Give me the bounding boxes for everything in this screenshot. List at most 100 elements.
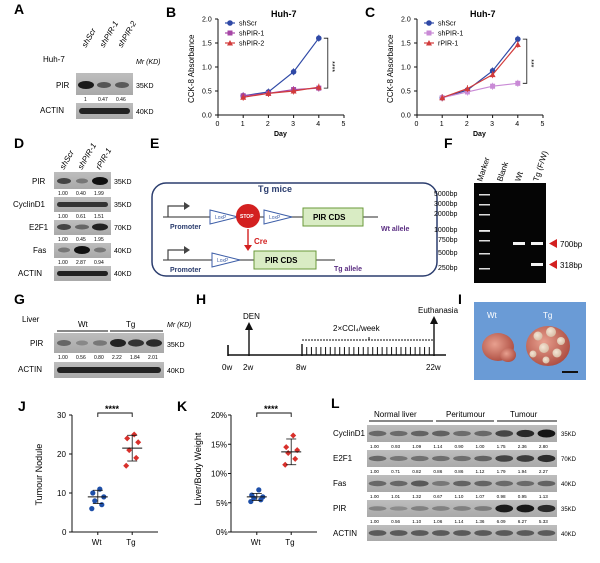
x-tick-label: 3 (291, 121, 295, 128)
band (368, 506, 387, 511)
ladder-band (479, 268, 490, 270)
band (115, 82, 129, 88)
panel-d-kd-actin: 40KD (114, 271, 132, 278)
band (410, 455, 429, 462)
chart-title: Huh-7 (470, 9, 496, 19)
band (93, 340, 107, 346)
blot-quant: 1.75 (497, 444, 506, 449)
panel-e-loxp-3: LoxP (217, 258, 229, 264)
panel-d-letter: D (14, 135, 24, 151)
panel-a-quant-2: 0.47 (98, 97, 108, 103)
band (389, 530, 408, 536)
tumour-nodule (542, 356, 550, 364)
band-label-318: 318bp (560, 261, 583, 270)
band (128, 339, 144, 347)
band (389, 455, 408, 462)
construct-box (151, 182, 438, 277)
panel-g-row-pir: PIR (30, 339, 44, 348)
panel-h: H DEN 2×CCl₄/week Euthanasia 0w 2w 8w 22… (196, 291, 459, 372)
blot-quant: 6.27 (518, 519, 527, 524)
panel-e-cds-1: PIR CDS (313, 213, 346, 222)
panel-f: F Marker Blank Wt Tg (F/W) 5000bp 3000bp… (434, 135, 583, 283)
panel-h-tick-0w: 0w (222, 363, 232, 372)
band (537, 530, 556, 536)
blot-g-pir (54, 333, 164, 353)
panel-h-letter: H (196, 291, 206, 307)
ladder-band (479, 253, 490, 255)
blot-quant: 2.36 (518, 444, 527, 449)
ladder-label: 750bp (438, 237, 458, 244)
blot-quant: 1.06 (433, 519, 442, 524)
blot-quant: 1.00 (476, 444, 485, 449)
panel-d-quant: 0.61 (76, 214, 86, 220)
panel-g-quant: 1.00 (58, 355, 68, 361)
band (432, 481, 450, 486)
panel-d-quant: 1.00 (58, 214, 68, 220)
chart-b: B Huh-7 0 1 2 3 4 5 0.0 0.5 1.0 1.5 2.0 Day CCK-8 Abso… (166, 4, 346, 138)
x-tick-label: Tg (126, 538, 135, 547)
panel-h-tick-2w: 2w (243, 363, 253, 372)
panel-e-loxp-1: LoxP (215, 215, 227, 221)
legend-label: rPIR-1 (438, 41, 458, 48)
panel-h-tick-22w: 22w (426, 363, 441, 372)
blot-quant: 6.09 (497, 519, 506, 524)
data-point (282, 461, 289, 468)
legend-label: shScr (438, 21, 457, 28)
blot-quant: 0.56 (391, 519, 400, 524)
y-tick-label: 10% (211, 470, 227, 479)
blot-quant: 0.86 (433, 469, 442, 474)
panel-e-cds-2: PIR CDS (265, 256, 298, 265)
x-tick-label: 5 (541, 121, 545, 128)
data-point (515, 36, 521, 42)
blot-quant: 1.10 (412, 519, 421, 524)
series-line (442, 38, 519, 99)
legend-marker (227, 20, 233, 26)
band (410, 506, 429, 511)
blot-quant: 1.32 (412, 494, 421, 499)
panel-g-mr: Mr (KD) (167, 322, 192, 329)
band (57, 367, 161, 373)
panel-d-lane-3: rPIR-1 (94, 146, 113, 171)
panel-a-kd-actin: 40KD (136, 109, 154, 116)
band (474, 480, 492, 487)
data-point (290, 69, 297, 75)
ladder-band (479, 240, 490, 242)
y-tick-label: 15% (211, 440, 227, 449)
band (58, 247, 70, 253)
legend-marker (227, 40, 233, 46)
band (474, 530, 492, 536)
panel-d-quant: 0.40 (76, 191, 86, 197)
band (146, 339, 162, 347)
band (92, 223, 108, 231)
arrow-head (430, 316, 438, 324)
panel-d-row-cyclind1: CyclinD1 (13, 200, 46, 209)
tumour-nodule (546, 327, 556, 337)
band (110, 339, 126, 347)
panel-d-row-actin: ACTIN (18, 269, 42, 278)
ladder-band (479, 194, 490, 196)
blot-quant: 5.33 (539, 519, 548, 524)
tumour-nodule (557, 337, 565, 345)
panel-e-title: Tg mice (258, 184, 292, 194)
panel-letter: C (365, 4, 375, 20)
blot-kd-label: 35KD (561, 432, 577, 438)
panel-e-loxp-2: LoxP (269, 215, 281, 221)
panel-d-quant: 0.45 (76, 237, 86, 243)
panel-l-group-peritumour: Peritumour (446, 410, 485, 419)
y-tick-label: 20 (57, 450, 66, 459)
band (495, 455, 514, 462)
blot-quant: 2.80 (539, 444, 548, 449)
y-tick-label: 30 (57, 411, 66, 420)
panel-d-quant: 1.00 (58, 191, 68, 197)
panel-i-group-wt: Wt (487, 311, 498, 320)
band (92, 177, 108, 185)
blot-quant: 0.86 (454, 469, 463, 474)
arrow-700-icon (549, 239, 557, 248)
band (94, 247, 106, 253)
band (495, 480, 514, 487)
panel-f-lane-2: Blank (495, 160, 510, 183)
panel-a-lane-1: shScr (80, 26, 98, 49)
data-point (515, 80, 521, 86)
data-point (135, 439, 142, 446)
